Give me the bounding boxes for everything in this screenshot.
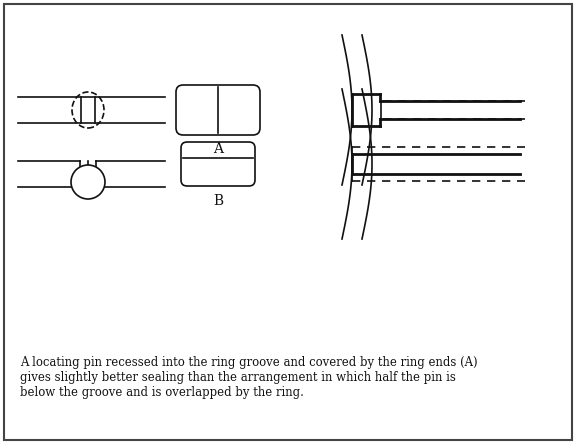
Text: B: B bbox=[213, 194, 223, 208]
Text: A: A bbox=[213, 142, 223, 156]
Text: A locating pin recessed into the ring groove and covered by the ring ends (A)
gi: A locating pin recessed into the ring gr… bbox=[20, 356, 478, 399]
FancyBboxPatch shape bbox=[176, 85, 260, 135]
Circle shape bbox=[71, 165, 105, 199]
FancyBboxPatch shape bbox=[181, 142, 255, 186]
